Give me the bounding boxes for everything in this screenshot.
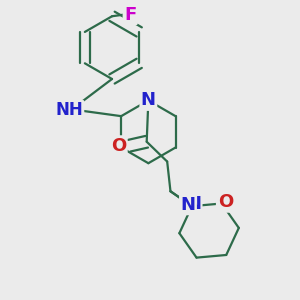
Text: O: O — [217, 193, 232, 211]
Text: O: O — [111, 137, 126, 155]
Text: N: N — [181, 196, 196, 214]
Text: F: F — [124, 6, 136, 24]
Text: N: N — [141, 92, 156, 110]
Text: O: O — [218, 193, 233, 211]
Text: NH: NH — [55, 101, 83, 119]
Text: N: N — [186, 196, 201, 214]
